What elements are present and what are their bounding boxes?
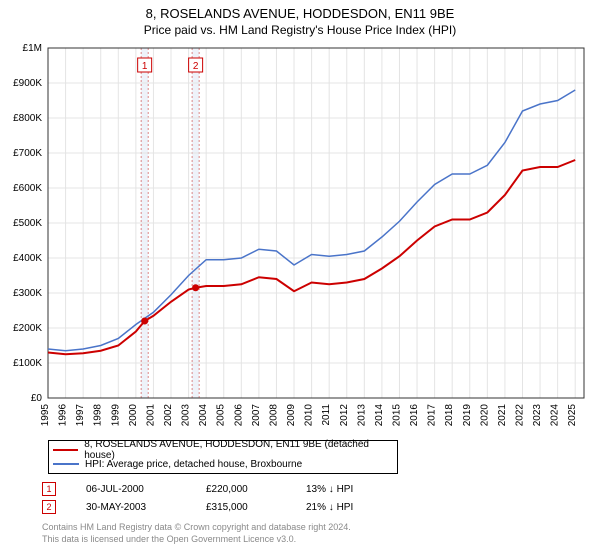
chart-container: 8, ROSELANDS AVENUE, HODDESDON, EN11 9BE… [0,0,600,560]
svg-text:2019: 2019 [462,404,473,427]
sale-date: 30-MAY-2003 [86,502,206,513]
svg-text:2010: 2010 [304,404,315,427]
svg-text:2016: 2016 [409,404,420,427]
sale-row: 2 30-MAY-2003£315,00021% ↓ HPI [42,498,386,516]
sale-hpi: 13% ↓ HPI [306,484,386,495]
svg-text:2: 2 [193,61,199,72]
sale-price: £315,000 [206,502,306,513]
svg-text:2022: 2022 [514,404,525,427]
svg-text:2020: 2020 [479,404,490,427]
svg-text:£700K: £700K [13,148,42,159]
sale-row: 1 06-JUL-2000£220,00013% ↓ HPI [42,480,386,498]
chart-plot-area: 12£0£100K£200K£300K£400K£500K£600K£700K£… [48,48,584,398]
svg-text:2024: 2024 [550,404,561,427]
chart-svg: 12£0£100K£200K£300K£400K£500K£600K£700K£… [48,48,584,398]
svg-text:2002: 2002 [163,404,174,427]
footer-line-2: This data is licensed under the Open Gov… [42,534,351,546]
svg-text:£100K: £100K [13,358,42,369]
svg-text:2018: 2018 [444,404,455,427]
chart-subtitle: Price paid vs. HM Land Registry's House … [0,21,600,37]
sale-date: 06-JUL-2000 [86,484,206,495]
svg-text:2023: 2023 [532,404,543,427]
legend-swatch [53,449,78,451]
chart-title: 8, ROSELANDS AVENUE, HODDESDON, EN11 9BE [0,0,600,21]
svg-text:£0: £0 [31,393,43,404]
svg-text:2012: 2012 [339,404,350,427]
svg-text:1998: 1998 [93,404,104,427]
svg-text:2025: 2025 [567,404,578,427]
svg-text:£500K: £500K [13,218,42,229]
svg-text:2013: 2013 [356,404,367,427]
svg-text:2021: 2021 [497,404,508,427]
svg-text:2017: 2017 [427,404,438,427]
svg-text:1996: 1996 [58,404,69,427]
legend-label: HPI: Average price, detached house, Brox… [85,459,302,470]
svg-text:£900K: £900K [13,78,42,89]
footer-attribution: Contains HM Land Registry data © Crown c… [42,522,351,545]
legend-swatch [53,463,79,465]
sale-price: £220,000 [206,484,306,495]
svg-text:£300K: £300K [13,288,42,299]
svg-text:1: 1 [142,61,148,72]
svg-text:2014: 2014 [374,404,385,427]
footer-line-1: Contains HM Land Registry data © Crown c… [42,522,351,534]
svg-text:2008: 2008 [268,404,279,427]
sales-table: 1 06-JUL-2000£220,00013% ↓ HPI 2 30-MAY-200… [42,480,386,516]
svg-text:£1M: £1M [23,43,42,54]
svg-text:2001: 2001 [145,404,156,427]
svg-text:£400K: £400K [13,253,42,264]
svg-text:2004: 2004 [198,404,209,427]
svg-text:2007: 2007 [251,404,262,427]
svg-text:2006: 2006 [233,404,244,427]
svg-text:£800K: £800K [13,113,42,124]
svg-text:2000: 2000 [128,404,139,427]
svg-text:2005: 2005 [216,404,227,427]
svg-text:2003: 2003 [181,404,192,427]
svg-text:1995: 1995 [40,404,51,427]
svg-text:1997: 1997 [75,404,86,427]
svg-text:2015: 2015 [391,404,402,427]
svg-text:£200K: £200K [13,323,42,334]
svg-text:2011: 2011 [321,404,332,426]
sale-marker: 1 [42,482,56,496]
sale-marker: 2 [42,500,56,514]
legend-row: 8, ROSELANDS AVENUE, HODDESDON, EN11 9BE… [53,443,393,457]
legend: 8, ROSELANDS AVENUE, HODDESDON, EN11 9BE… [48,440,398,474]
sale-hpi: 21% ↓ HPI [306,502,386,513]
svg-text:1999: 1999 [110,404,121,427]
svg-text:2009: 2009 [286,404,297,427]
svg-text:£600K: £600K [13,183,42,194]
